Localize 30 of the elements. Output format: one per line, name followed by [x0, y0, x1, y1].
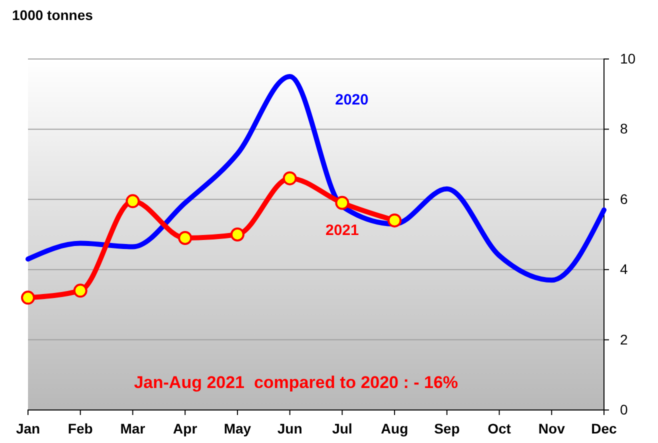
annotation: Jan-Aug 2021 compared to 2020 : - 16%: [134, 373, 458, 392]
y-axis-title: 1000 tonnes: [12, 7, 94, 23]
x-tick-label: Aug: [380, 420, 408, 436]
x-tick-label: Jun: [277, 420, 302, 436]
x-tick-label: May: [224, 420, 252, 436]
x-tick-label: Apr: [173, 420, 198, 436]
y-tick-label: 6: [620, 190, 628, 207]
point: [21, 290, 35, 305]
x-tick-label: Feb: [68, 420, 93, 436]
y-tick-label: 2: [620, 331, 628, 348]
x-tick-label: Jan: [16, 420, 40, 436]
y-tick-label: 10: [620, 50, 636, 66]
point: [388, 213, 402, 228]
point: [230, 228, 244, 242]
x-tick-label: Nov: [538, 420, 566, 436]
series-label: 2020: [335, 92, 369, 109]
x-tick-label: Dec: [591, 420, 618, 436]
y-tick-label: 8: [620, 120, 628, 137]
series-label: 2021: [325, 222, 359, 239]
x-tick-label: Jul: [332, 420, 352, 436]
x-tick-label: Sep: [434, 420, 460, 436]
point: [73, 284, 88, 298]
y-tick-label: 4: [620, 261, 628, 278]
point: [282, 171, 297, 186]
point: [335, 196, 350, 210]
y-tick-label: 0: [620, 401, 628, 418]
point: [178, 231, 192, 246]
x-tick-label: Mar: [120, 420, 146, 436]
point: [126, 194, 140, 208]
x-tick-label: Oct: [488, 420, 512, 436]
